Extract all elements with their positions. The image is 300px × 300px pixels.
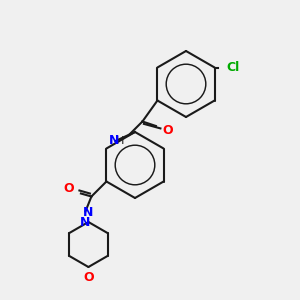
Text: O: O: [64, 182, 74, 196]
Text: Cl: Cl: [226, 61, 240, 74]
Text: H: H: [116, 136, 124, 146]
Text: N: N: [83, 206, 94, 219]
Text: N: N: [109, 134, 119, 148]
Text: O: O: [83, 271, 94, 284]
Text: N: N: [80, 216, 91, 229]
Text: O: O: [163, 124, 173, 137]
